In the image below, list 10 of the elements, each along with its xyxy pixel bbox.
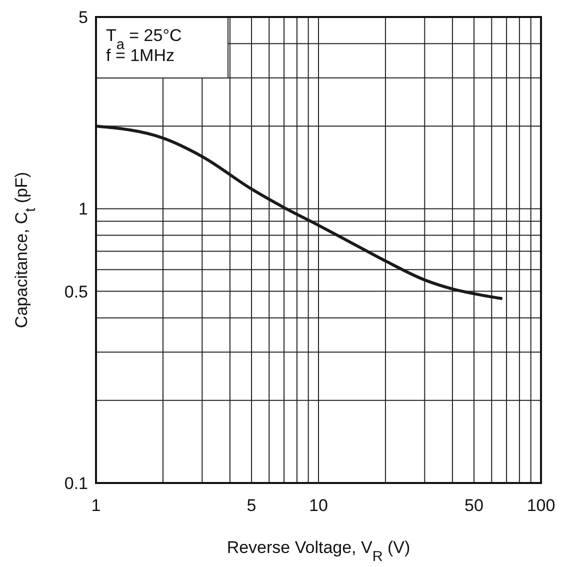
x-tick-label: 50 bbox=[464, 496, 484, 515]
x-tick-label: 100 bbox=[526, 496, 556, 515]
x-tick-label: 1 bbox=[91, 496, 101, 515]
y-tick-label: 1 bbox=[78, 200, 88, 219]
y-tick-label: 5 bbox=[78, 8, 88, 27]
x-tick-label: 5 bbox=[246, 496, 256, 515]
x-tick-label: 10 bbox=[309, 496, 328, 515]
y-tick-label: 0.1 bbox=[64, 474, 88, 493]
y-tick-label: 0.5 bbox=[64, 282, 88, 302]
x-axis-title: Reverse Voltage, V$_{R}$ (V) bbox=[226, 538, 410, 565]
